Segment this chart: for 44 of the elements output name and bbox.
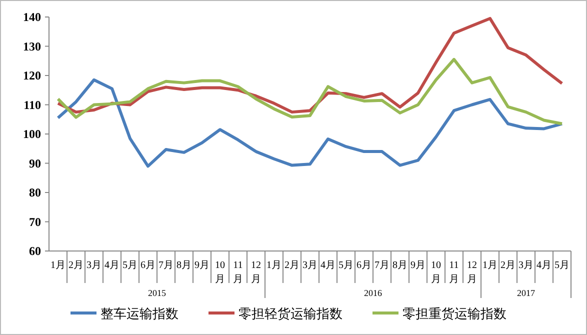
- y-tick-label: 70: [29, 214, 41, 229]
- x-tick-label: 7月: [374, 260, 390, 271]
- x-tick-label: 3月: [302, 260, 318, 271]
- x-tick-label: 1月: [482, 260, 498, 271]
- y-tick-label: 100: [23, 127, 41, 141]
- x-tick-label: 8月: [392, 260, 408, 271]
- x-tick-label: 9月: [194, 260, 210, 271]
- y-tick-label: 140: [23, 10, 41, 24]
- y-tick-label: 120: [23, 68, 41, 82]
- x-tick-label: 3月: [518, 260, 534, 271]
- x-tick-label: 4月: [104, 260, 120, 271]
- x-tick-label: 6月: [140, 260, 156, 271]
- text: 2017: [517, 288, 536, 298]
- y-tick-label: 110: [24, 98, 41, 112]
- x-tick-label: 12月: [251, 260, 261, 285]
- x-tick-label: 5月: [338, 260, 354, 271]
- x-tick-label: 2月: [500, 260, 516, 271]
- y-tick-label: 80: [29, 186, 41, 200]
- text: 2015: [148, 288, 166, 298]
- x-tick-label: 11月: [233, 260, 243, 285]
- x-tick-label: 10月: [431, 260, 441, 285]
- x-tick-label: 1月: [50, 260, 66, 271]
- x-tick-label: 3月: [86, 260, 102, 271]
- x-tick-label: 5月: [554, 260, 570, 271]
- legend-label: 整车运输指数: [100, 306, 178, 321]
- x-tick-label: 7月: [158, 260, 174, 271]
- y-tick-label: 60: [29, 244, 41, 258]
- text: 2016: [364, 288, 382, 298]
- x-tick-label: 6月: [356, 260, 372, 271]
- x-tick-label: 2月: [284, 260, 300, 271]
- x-tick-label: 8月: [176, 260, 192, 271]
- y-tick-label: 130: [23, 39, 41, 54]
- x-tick-label: 11月: [449, 260, 459, 285]
- x-tick-label: 4月: [320, 260, 336, 271]
- x-tick-label: 12月: [467, 260, 477, 285]
- x-tick-label: 4月: [536, 260, 552, 271]
- x-tick-label: 10月: [215, 260, 225, 285]
- legend-label: 零担重货运输指数: [402, 306, 506, 321]
- y-tick-label: 90: [29, 156, 41, 170]
- x-tick-label: 2月: [68, 260, 84, 271]
- x-tick-label: 9月: [410, 260, 426, 271]
- x-tick-label: 5月: [122, 260, 138, 271]
- x-tick-label: 1月: [266, 260, 282, 271]
- legend-label: 零担轻货运输指数: [238, 306, 342, 321]
